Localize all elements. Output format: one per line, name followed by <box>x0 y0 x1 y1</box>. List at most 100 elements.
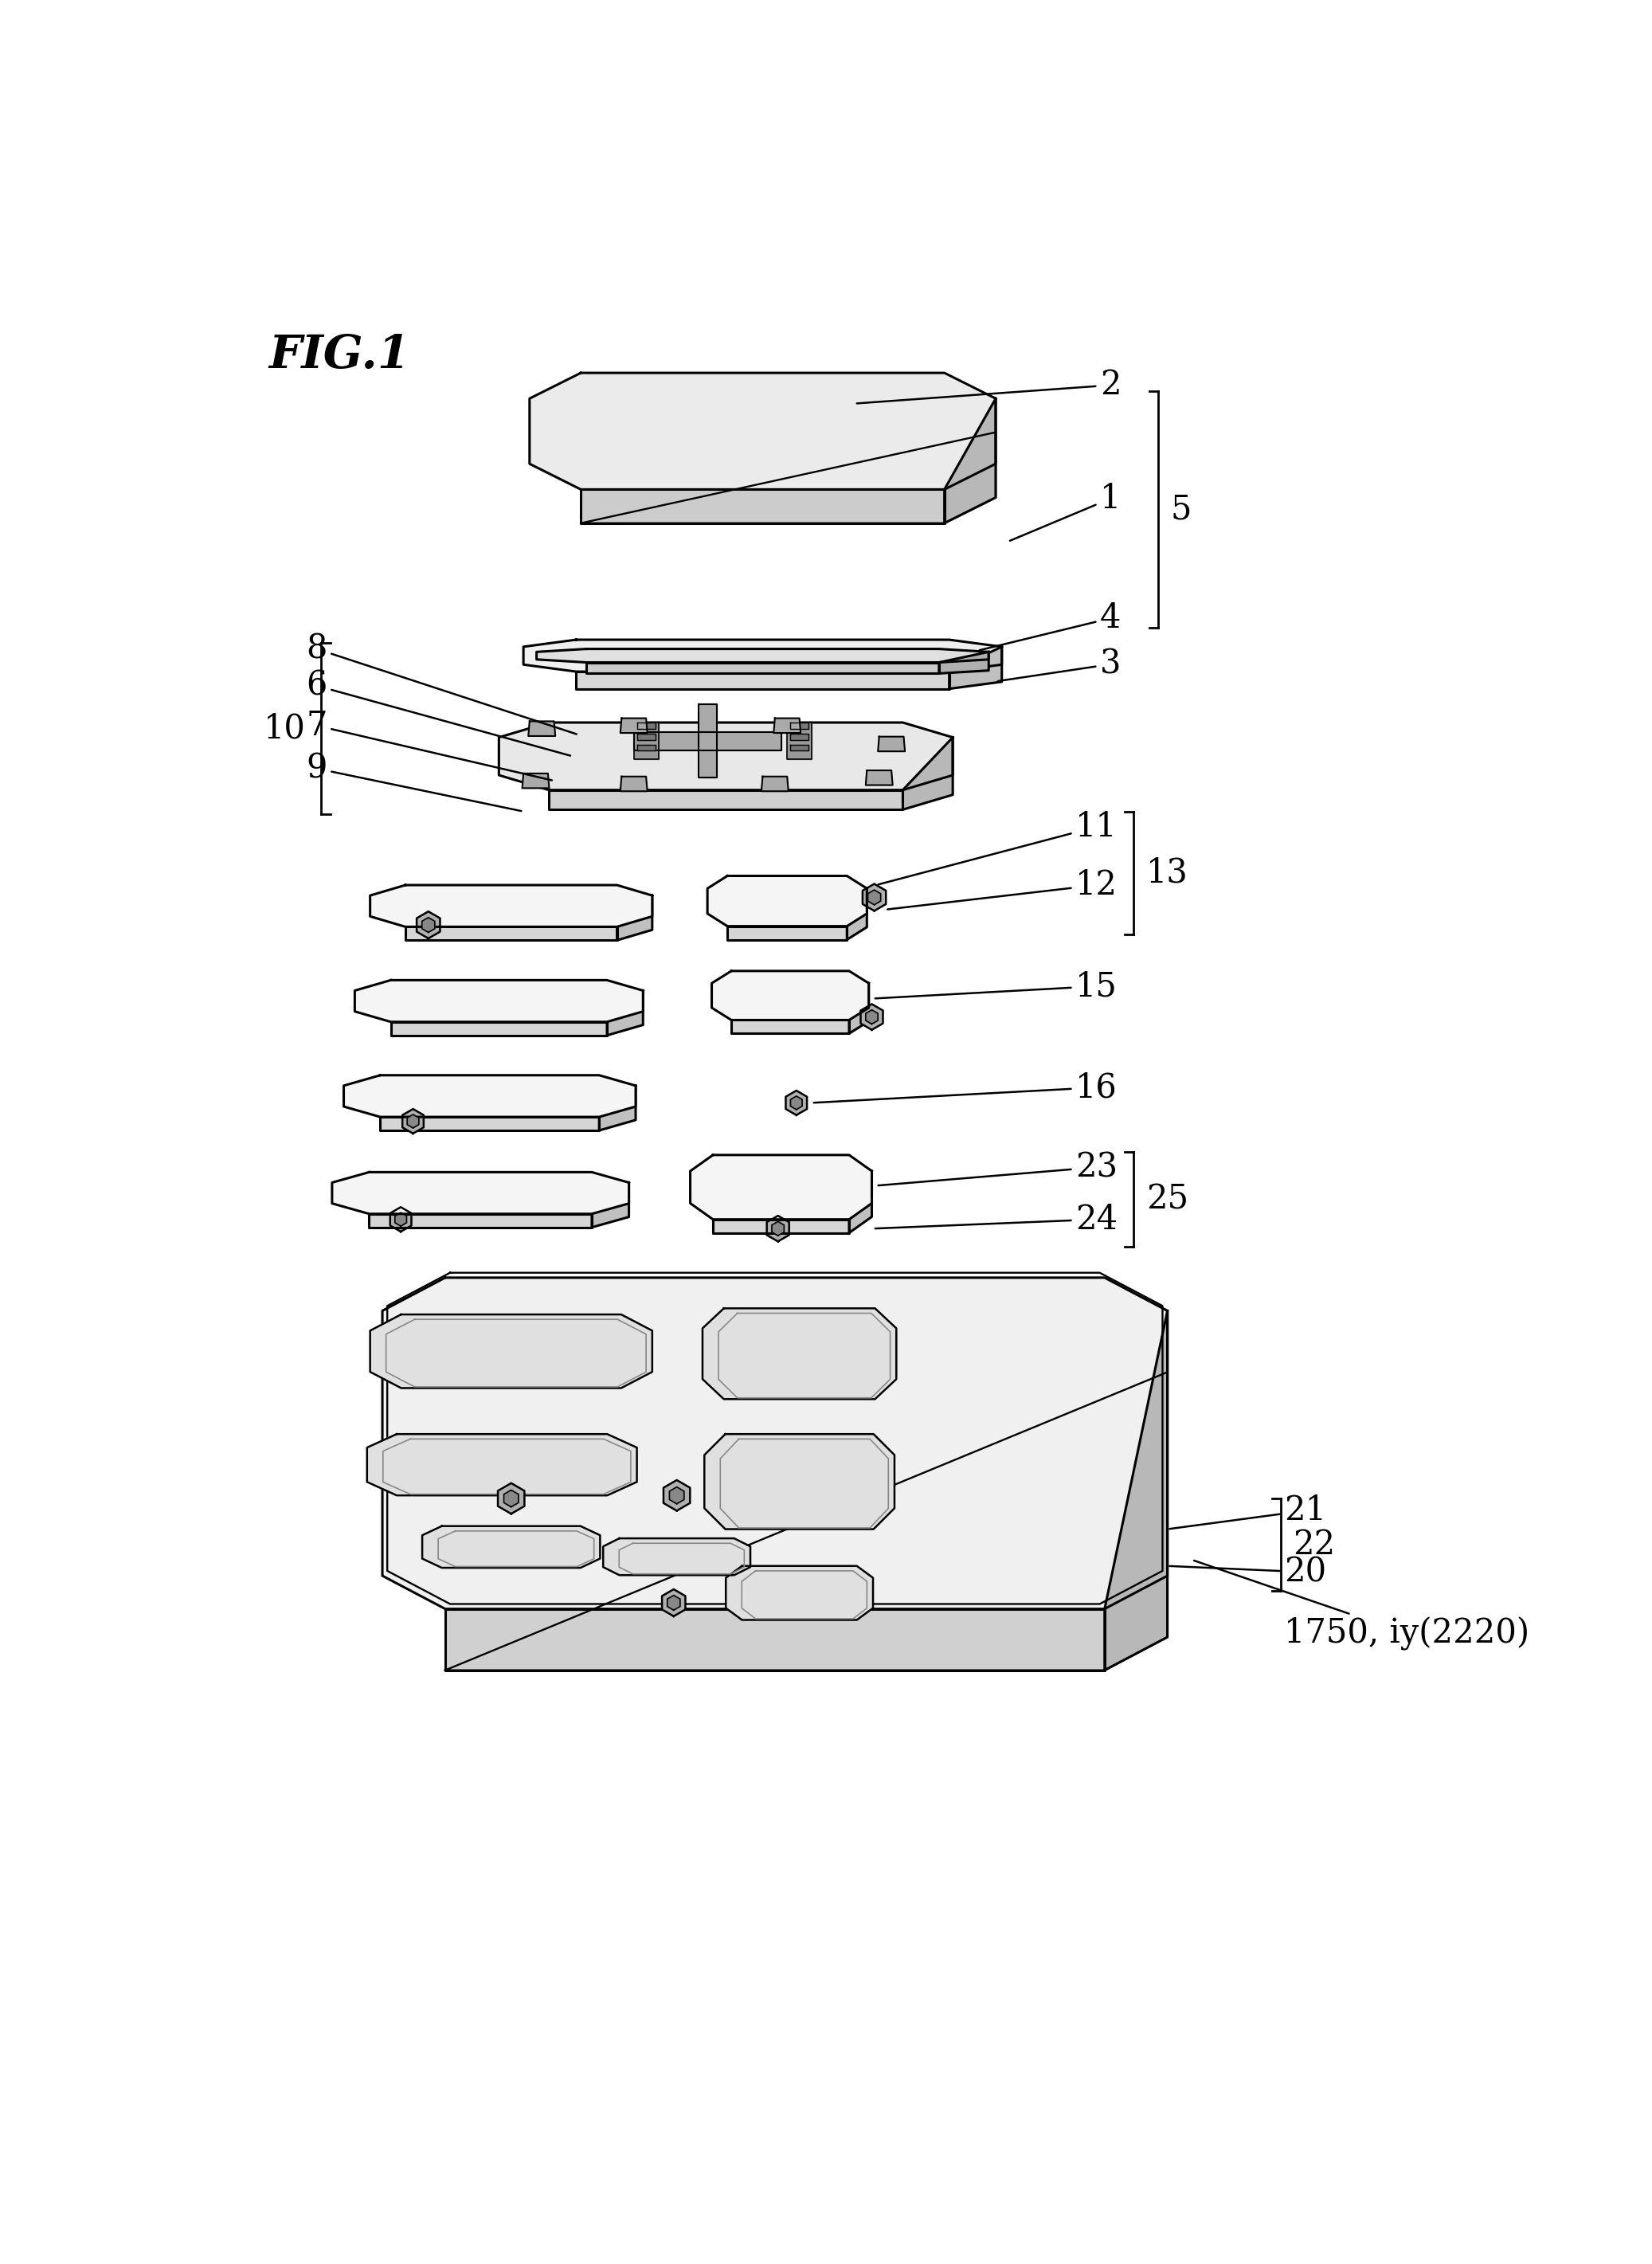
Polygon shape <box>725 1567 872 1621</box>
Polygon shape <box>616 897 653 940</box>
Polygon shape <box>786 722 811 758</box>
Polygon shape <box>732 1021 849 1035</box>
Polygon shape <box>866 770 892 786</box>
Text: 7: 7 <box>306 709 552 781</box>
Polygon shape <box>522 774 548 788</box>
Text: 12: 12 <box>887 869 1118 910</box>
Polygon shape <box>416 912 439 940</box>
Polygon shape <box>332 1173 629 1214</box>
Text: 2: 2 <box>857 369 1122 403</box>
Polygon shape <box>600 1087 636 1130</box>
Polygon shape <box>537 650 988 663</box>
Text: 4: 4 <box>980 602 1122 650</box>
Polygon shape <box>727 926 847 940</box>
Polygon shape <box>497 1483 524 1515</box>
Polygon shape <box>421 917 434 933</box>
Polygon shape <box>790 745 808 752</box>
Polygon shape <box>621 718 648 734</box>
Polygon shape <box>370 885 653 926</box>
Polygon shape <box>403 1109 423 1134</box>
Polygon shape <box>1105 1311 1168 1671</box>
Polygon shape <box>938 652 988 672</box>
Polygon shape <box>367 1433 638 1497</box>
Polygon shape <box>638 734 656 740</box>
Text: 1750, iy(2220): 1750, iy(2220) <box>1194 1560 1530 1650</box>
Polygon shape <box>405 926 616 940</box>
Polygon shape <box>444 1610 1105 1671</box>
Polygon shape <box>904 738 953 811</box>
Polygon shape <box>529 722 555 736</box>
Polygon shape <box>669 1487 684 1503</box>
Text: 22: 22 <box>1294 1528 1335 1562</box>
Polygon shape <box>691 1155 872 1220</box>
Polygon shape <box>791 1096 803 1109</box>
Text: 6: 6 <box>306 668 570 756</box>
Polygon shape <box>621 777 648 790</box>
Polygon shape <box>504 1490 519 1508</box>
Text: 11: 11 <box>879 811 1117 885</box>
Polygon shape <box>877 736 905 752</box>
Polygon shape <box>368 1214 591 1227</box>
Polygon shape <box>790 734 808 740</box>
Polygon shape <box>634 722 659 758</box>
Text: 20: 20 <box>1170 1555 1327 1589</box>
Polygon shape <box>606 992 643 1035</box>
Text: 9: 9 <box>306 752 522 811</box>
Polygon shape <box>867 890 881 906</box>
Polygon shape <box>771 1223 785 1236</box>
Text: 23: 23 <box>879 1150 1118 1186</box>
Text: 21: 21 <box>1170 1494 1327 1528</box>
Polygon shape <box>790 722 808 729</box>
Polygon shape <box>707 876 867 926</box>
Polygon shape <box>638 722 656 729</box>
Polygon shape <box>762 777 788 790</box>
Text: 15: 15 <box>876 969 1117 1003</box>
Text: 25: 25 <box>1146 1182 1188 1216</box>
Polygon shape <box>950 648 1001 688</box>
Polygon shape <box>344 1075 636 1116</box>
Polygon shape <box>704 1433 894 1528</box>
Text: 3: 3 <box>998 648 1122 681</box>
Polygon shape <box>862 883 885 910</box>
Text: FIG.1: FIG.1 <box>269 333 410 378</box>
Polygon shape <box>395 1214 406 1227</box>
Polygon shape <box>370 1315 653 1388</box>
Text: 1: 1 <box>1009 482 1122 541</box>
Polygon shape <box>662 1589 686 1616</box>
Polygon shape <box>406 1114 420 1127</box>
Polygon shape <box>664 1481 691 1510</box>
Text: 10: 10 <box>264 711 306 745</box>
Text: 24: 24 <box>876 1202 1118 1236</box>
Polygon shape <box>382 1277 1168 1610</box>
Polygon shape <box>591 1182 629 1227</box>
Polygon shape <box>634 731 781 749</box>
Text: 13: 13 <box>1146 856 1188 890</box>
Text: 5: 5 <box>1171 494 1191 525</box>
Polygon shape <box>530 374 996 489</box>
Polygon shape <box>699 704 717 779</box>
Polygon shape <box>847 887 867 940</box>
Polygon shape <box>423 1526 600 1567</box>
Polygon shape <box>548 790 904 811</box>
Polygon shape <box>786 1091 806 1116</box>
Text: 16: 16 <box>814 1071 1117 1105</box>
Polygon shape <box>849 1170 872 1234</box>
Polygon shape <box>712 971 869 1021</box>
Text: 8: 8 <box>306 632 577 734</box>
Polygon shape <box>582 489 945 523</box>
Polygon shape <box>945 398 996 523</box>
Polygon shape <box>355 980 643 1021</box>
Polygon shape <box>586 663 938 672</box>
Polygon shape <box>603 1537 750 1576</box>
Polygon shape <box>390 1207 411 1232</box>
Polygon shape <box>866 1010 877 1023</box>
Polygon shape <box>392 1021 606 1035</box>
Polygon shape <box>849 983 869 1035</box>
Polygon shape <box>524 641 1001 672</box>
Polygon shape <box>380 1116 600 1130</box>
Polygon shape <box>767 1216 790 1241</box>
Polygon shape <box>638 745 656 752</box>
Polygon shape <box>702 1309 897 1399</box>
Polygon shape <box>667 1596 681 1610</box>
Polygon shape <box>861 1003 882 1030</box>
